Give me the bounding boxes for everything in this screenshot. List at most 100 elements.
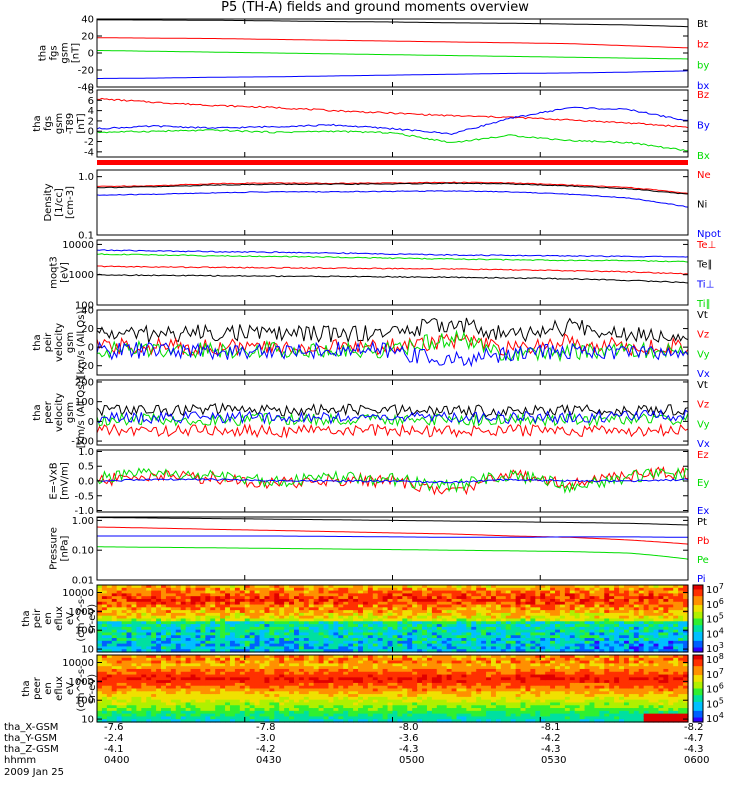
- spectrogram-cell: [372, 663, 379, 667]
- spectrogram-cell: [294, 699, 300, 704]
- spectrogram-cell: [604, 615, 610, 620]
- spectrogram-cell: [436, 713, 443, 718]
- spectrogram-cell: [362, 649, 369, 653]
- spectrogram-cell: [254, 590, 261, 594]
- spectrogram-cell: [353, 646, 359, 650]
- spectrogram-cell: [284, 688, 290, 692]
- spectrogram-cell: [441, 671, 448, 676]
- spectrogram-cell: [402, 710, 408, 715]
- spectrogram-cell: [338, 635, 344, 639]
- y-tick-label: 20: [81, 32, 94, 43]
- spectrogram-cell: [215, 638, 221, 642]
- spectrogram-cell: [333, 618, 339, 622]
- spectrogram-cell: [106, 635, 113, 639]
- spectrogram-cell: [274, 716, 280, 720]
- spectrogram-cell: [229, 708, 236, 712]
- spectrogram-cell: [372, 629, 379, 634]
- spectrogram-cell: [313, 629, 320, 634]
- spectrogram-cell: [367, 694, 374, 698]
- spectrogram-cell: [392, 699, 399, 704]
- spectrogram-cell: [426, 615, 433, 620]
- spectrogram-cell: [313, 640, 320, 645]
- spectrogram-cell: [476, 640, 482, 645]
- spectrogram-cell: [185, 677, 192, 681]
- spectrogram-cell: [619, 604, 625, 608]
- spectrogram-cell: [220, 699, 226, 704]
- spectrogram-cell: [284, 719, 290, 723]
- spectrogram-cell: [259, 624, 266, 628]
- spectrogram-cell: [412, 607, 418, 611]
- spectrogram-cell: [165, 585, 172, 589]
- spectrogram-cell: [436, 674, 443, 678]
- spectrogram-cell: [574, 626, 581, 631]
- spectrogram-cell: [333, 601, 339, 606]
- spectrogram-cell: [372, 713, 379, 718]
- spectrogram-cell: [550, 596, 556, 600]
- spectrogram-cell: [648, 626, 655, 631]
- spectrogram-cell: [589, 624, 596, 628]
- spectrogram-cell: [131, 607, 137, 611]
- spectrogram-cell: [604, 640, 610, 645]
- spectrogram-cell: [402, 615, 408, 620]
- spectrogram-cell: [431, 705, 438, 709]
- spectrogram-cell: [244, 618, 251, 622]
- spectrogram-cell: [658, 635, 664, 639]
- spectrogram-cell: [234, 604, 241, 608]
- spectrogram-cell: [234, 671, 241, 676]
- spectrogram-cell: [254, 610, 261, 614]
- spectrogram-cell: [392, 696, 399, 701]
- spectrogram-cell: [101, 638, 108, 642]
- y-axis-label-line: gsm: [60, 42, 71, 63]
- spectrogram-cell: [623, 629, 630, 634]
- spectrogram-cell: [589, 585, 596, 589]
- spectrogram-cell: [190, 682, 197, 687]
- spectrogram-cell: [259, 668, 266, 673]
- spectrogram-cell: [151, 674, 157, 678]
- spectrogram-cell: [185, 671, 192, 676]
- spectrogram-cell: [210, 716, 216, 720]
- spectrogram-cell: [205, 688, 211, 692]
- spectrogram-cell: [456, 629, 463, 634]
- spectrogram-cell: [367, 607, 374, 611]
- spectrogram-cell: [200, 621, 206, 625]
- spectrogram-cell: [264, 719, 270, 723]
- spectrogram-cell: [141, 635, 147, 639]
- spectrogram-cell: [372, 668, 379, 673]
- spectrogram-cell: [623, 624, 630, 628]
- spectrogram-cell: [161, 626, 167, 631]
- spectrogram-cell: [609, 640, 615, 645]
- spectrogram-cell: [308, 668, 315, 673]
- spectrogram-cell: [185, 646, 192, 650]
- spectrogram-cell: [136, 696, 142, 701]
- spectrogram-cell: [426, 671, 433, 676]
- spectrogram-cell: [500, 632, 507, 636]
- spectrogram-cell: [215, 705, 221, 709]
- spectrogram-cell: [338, 598, 344, 603]
- spectrogram-cell: [402, 685, 408, 690]
- y-tick-label: -40: [78, 83, 94, 94]
- spectrogram-cell: [205, 702, 211, 706]
- spectrogram-cell: [579, 587, 586, 592]
- spectrogram-cell: [200, 677, 206, 681]
- spectrogram-cell: [431, 635, 438, 639]
- spectrogram-cell: [451, 671, 458, 676]
- spectrogram-cell: [146, 618, 152, 622]
- spectrogram-cell: [550, 635, 556, 639]
- spectrogram-cell: [220, 655, 226, 659]
- spectrogram-cell: [318, 691, 325, 695]
- spectrogram-cell: [215, 719, 221, 723]
- spectrogram-cell: [244, 638, 251, 642]
- spectrogram-cell: [121, 629, 128, 634]
- spectrogram-cell: [555, 610, 561, 614]
- spectrogram-cell: [274, 691, 280, 695]
- spectrogram-cell: [333, 694, 339, 698]
- spectrogram-cell: [491, 601, 497, 606]
- spectrogram-cell: [215, 624, 221, 628]
- spectrogram-cell: [195, 668, 202, 673]
- spectrogram-cell: [481, 626, 487, 631]
- spectrogram-cell: [116, 621, 123, 625]
- spectrogram-cell: [402, 621, 408, 625]
- spectrogram-cell: [229, 615, 236, 620]
- spectrogram-cell: [220, 696, 226, 701]
- spectrogram-cell: [623, 618, 630, 622]
